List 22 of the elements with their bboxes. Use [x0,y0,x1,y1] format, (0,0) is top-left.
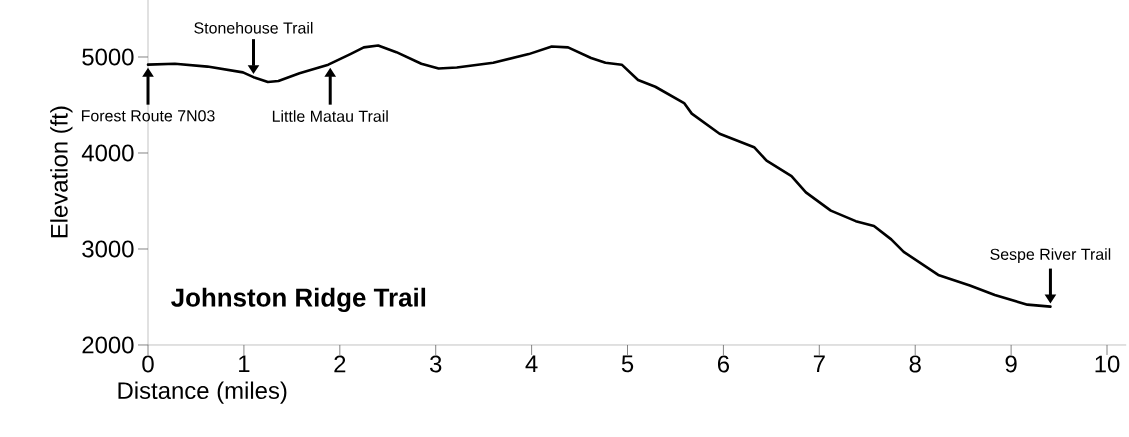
y-tick-label: 5000 [82,48,134,66]
y-tick-label: 4000 [81,144,134,162]
x-tick-label: 7 [813,355,825,372]
x-tick-label: 0 [142,355,154,373]
x-tick-label: 2 [334,355,346,373]
x-tick-label: 1 [239,355,250,372]
x-tick-label: 5 [621,355,634,373]
annotation: Sespe River Trail [990,248,1111,264]
x-axis-title: Distance (miles) [118,381,287,404]
y-axis-title: Elevation (ft) [50,106,73,238]
y-tick-label: 3000 [82,240,134,258]
x-tick-label: 10 [1095,355,1120,373]
annotation: Stonehouse Trail [194,21,313,34]
x-tick-label: 4 [525,355,538,372]
x-tick-label: 6 [717,355,730,373]
y-tick-label: 2000 [82,336,134,354]
x-tick-label: 3 [429,355,442,373]
x-tick-label: 8 [909,355,921,373]
x-tick-label: 9 [1005,355,1017,373]
annotation: Little Matau Trail [272,110,388,122]
annotation: Forest Route 7N03 [81,110,215,122]
text: Johnston Ridge Trail [171,287,426,312]
